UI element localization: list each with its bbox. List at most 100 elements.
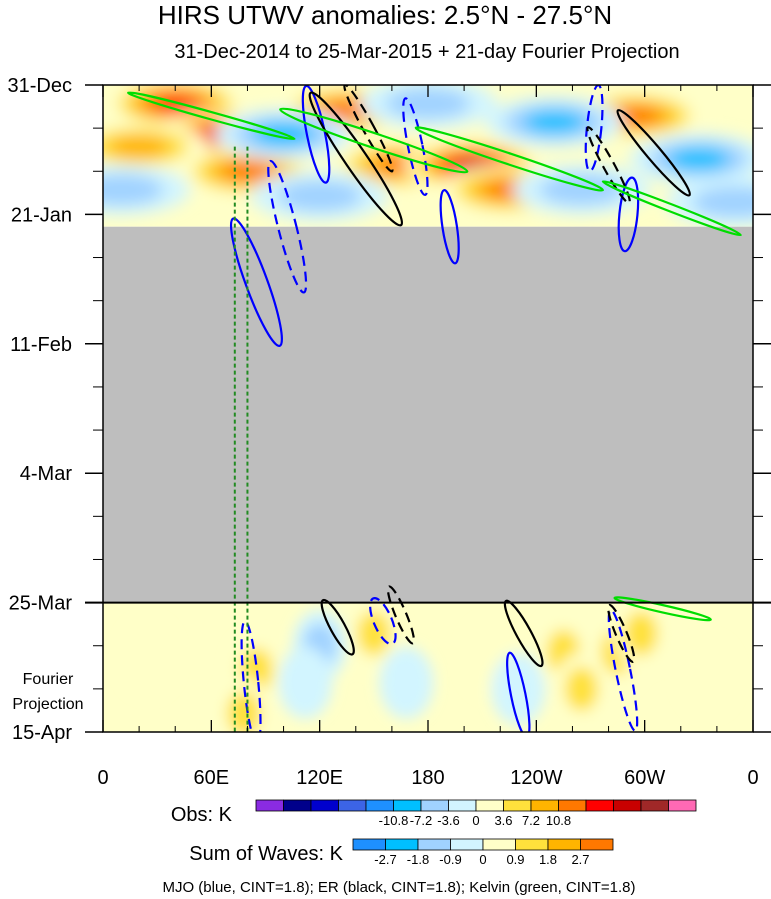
- missing-data-region: [103, 226, 753, 603]
- x-tick-label: 60W: [624, 767, 665, 789]
- x-tick-label: 180: [411, 767, 444, 789]
- waves-colorbar-tick-label: -1.8: [407, 852, 429, 867]
- projection-anomaly-blob: [278, 646, 333, 719]
- kelvin-contour: [613, 596, 712, 622]
- waves-colorbar-swatch: [385, 838, 419, 851]
- obs-colorbar-tick-label: -3.6: [437, 813, 459, 828]
- obs-colorbar-swatch: [283, 799, 312, 812]
- waves-colorbar-swatch: [417, 838, 451, 851]
- x-tick-label: 120W: [510, 767, 562, 789]
- y-tick-label: 21-Jan: [11, 204, 72, 226]
- x-tick-label: 120E: [296, 767, 343, 789]
- obs-colorbar-swatch: [448, 799, 477, 812]
- projection-anomaly-blob: [624, 611, 658, 656]
- er-contour: [343, 85, 394, 173]
- y-tick-label: 31-Dec: [8, 75, 72, 97]
- obs-colorbar-label: Obs: K: [171, 804, 233, 826]
- obs-colorbar-tick-label: 0: [472, 813, 479, 828]
- waves-colorbar: -2.7 -1.8 -0.9 0 0.9 1.8 2.7: [352, 838, 614, 867]
- kelvin-contour: [601, 180, 742, 237]
- obs-colorbar-swatch: [613, 799, 642, 812]
- er-contour: [386, 585, 416, 645]
- projection-label-line-2: Projection: [12, 696, 83, 713]
- kelvin-contour: [127, 91, 296, 141]
- chart-subtitle: 31-Dec-2014 to 25-Mar-2015 + 21-day Four…: [174, 41, 679, 63]
- obs-anomaly-blob: [523, 110, 586, 134]
- y-tick-label: 4-Mar: [20, 463, 73, 485]
- obs-colorbar-swatch: [475, 799, 504, 812]
- waves-colorbar-swatch: [547, 838, 581, 851]
- obs-colorbar-swatch: [503, 799, 532, 812]
- mjo-contour: [402, 97, 429, 197]
- y-tick-label: 25-Mar: [9, 593, 73, 615]
- er-contour: [607, 603, 636, 663]
- obs-anomaly-blob: [692, 186, 753, 218]
- waves-colorbar-swatch: [450, 838, 484, 851]
- obs-colorbar-swatch: [338, 799, 367, 812]
- waves-colorbar-tick-label: 1.8: [539, 852, 557, 867]
- waves-colorbar-swatch: [482, 838, 516, 851]
- obs-colorbar-swatch: [393, 799, 422, 812]
- obs-colorbar-swatch: [585, 799, 614, 812]
- obs-colorbar-swatch: [640, 799, 669, 812]
- er-contour: [320, 598, 355, 656]
- projection-anomaly-blob: [357, 611, 391, 656]
- er-contour: [308, 91, 404, 227]
- x-tick-label: 0: [747, 767, 758, 789]
- er-contour: [586, 126, 631, 205]
- plot-area: [103, 85, 753, 732]
- waves-colorbar-swatch: [352, 838, 386, 851]
- waves-colorbar-swatch: [515, 838, 549, 851]
- obs-colorbar-swatch: [558, 799, 587, 812]
- obs-anomaly-blob: [385, 87, 471, 120]
- x-tick-label: 0: [97, 767, 108, 789]
- waves-colorbar-tick-label: 2.7: [571, 852, 589, 867]
- projection-label-line-1: Fourier: [23, 671, 74, 688]
- projection-anomaly-blob: [564, 666, 599, 712]
- mjo-contour: [617, 176, 640, 253]
- obs-colorbar-tick-label: 10.8: [546, 813, 571, 828]
- obs-colorbar-swatch: [365, 799, 394, 812]
- obs-colorbar-swatch: [668, 799, 697, 812]
- mjo-contour: [267, 159, 308, 294]
- waves-colorbar-tick-label: -2.7: [374, 852, 396, 867]
- wave-contours: [127, 85, 742, 732]
- obs-colorbar-swatch: [255, 799, 284, 812]
- projection-field: [103, 602, 753, 732]
- obs-colorbar-tick-label: 7.2: [522, 813, 540, 828]
- obs-colorbar-swatch: [310, 799, 339, 812]
- projection-anomaly-blob: [680, 640, 735, 713]
- mjo-contour: [439, 189, 460, 265]
- er-contour: [616, 109, 691, 197]
- waves-colorbar-tick-label: -0.9: [439, 852, 461, 867]
- mjo-contour: [607, 608, 639, 732]
- waves-colorbar-label: Sum of Waves: K: [189, 843, 343, 865]
- colorbars: -10.8 -7.2 -3.6 0 3.6 7.2 10.8 -2.7 -1.8 -0.9 0 0.9…: [255, 799, 697, 867]
- obs-colorbar-swatch: [420, 799, 449, 812]
- x-tick-label: 60E: [194, 767, 230, 789]
- kelvin-contour: [414, 126, 604, 192]
- waves-colorbar-tick-label: 0: [479, 852, 486, 867]
- projection-anomaly-blob: [379, 646, 434, 719]
- obs-anomaly-blob: [668, 147, 730, 171]
- obs-anomaly-blob: [277, 180, 363, 212]
- axes: 0 60E 120E 180 120W 60W 0 31-Dec 21-Jan 11-Feb 4-M…: [8, 75, 771, 789]
- obs-colorbar: -10.8 -7.2 -3.6 0 3.6 7.2 10.8: [255, 799, 697, 828]
- obs-anomaly-blob: [103, 174, 164, 206]
- y-tick-label: 15-Apr: [12, 722, 72, 744]
- kelvin-contour: [279, 107, 469, 174]
- obs-colorbar-tick-label: -7.2: [410, 813, 432, 828]
- y-tick-label: 11-Feb: [10, 334, 72, 356]
- waves-colorbar-tick-label: 0.9: [506, 852, 524, 867]
- obs-colorbar-swatch: [530, 799, 559, 812]
- mjo-contour: [506, 651, 531, 732]
- projection-anomaly-layer: [121, 602, 735, 732]
- projection-anomaly-blob: [121, 622, 176, 695]
- projection-anomaly-blob: [227, 691, 261, 732]
- obs-colorbar-tick-label: -10.8: [379, 813, 409, 828]
- obs-colorbar-tick-label: 3.6: [494, 813, 512, 828]
- chart-title: HIRS UTWV anomalies: 2.5°N - 27.5°N: [158, 0, 612, 30]
- waves-colorbar-swatch: [580, 838, 614, 851]
- mjo-contour: [229, 217, 283, 348]
